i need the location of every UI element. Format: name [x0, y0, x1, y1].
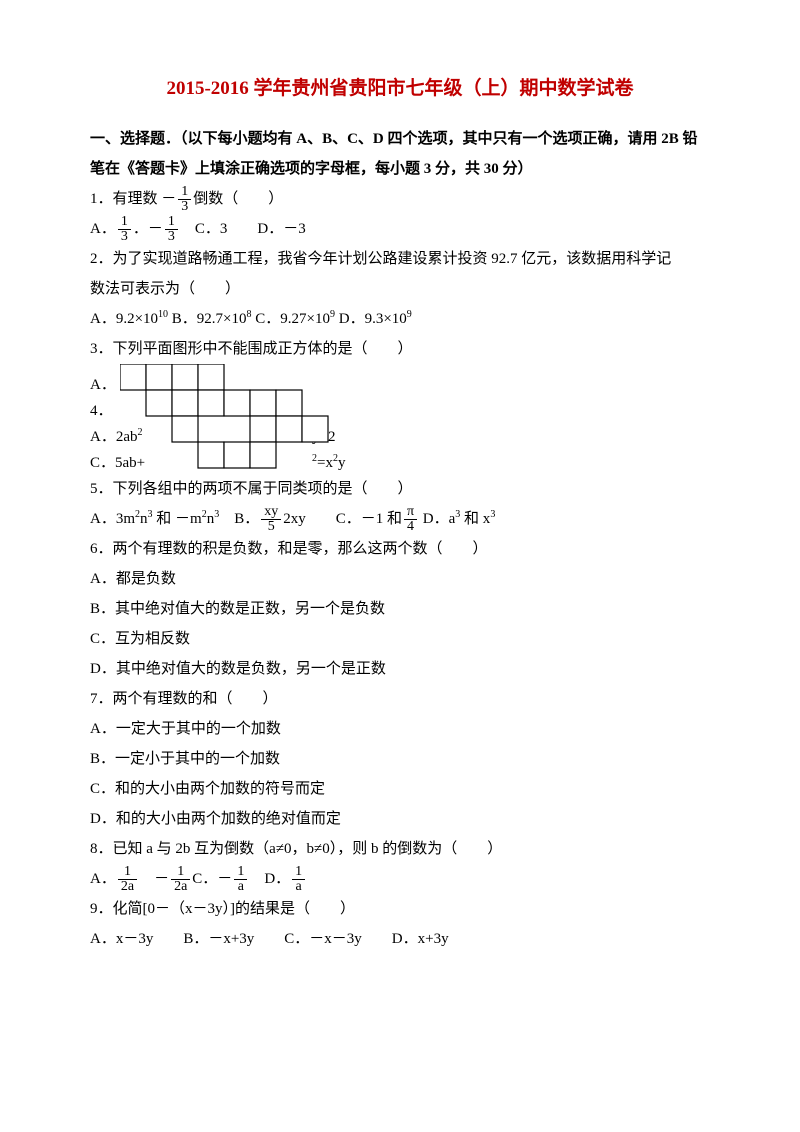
- frac-num: 1: [234, 865, 247, 880]
- txt: n: [140, 511, 148, 527]
- q1-frac-den: 3: [178, 200, 191, 214]
- cube-net-figure: [120, 364, 330, 474]
- q8c-frac: 1a: [234, 865, 247, 894]
- q8d-frac: 1a: [292, 865, 305, 894]
- frac-den: a: [234, 880, 247, 894]
- question-9-options: A．x－3y B．－x+3y C．－x－3y D．x+3y: [90, 924, 710, 954]
- frac-num: 1: [292, 865, 305, 880]
- q1-opt-b-frac: 13: [165, 215, 178, 244]
- txt: 和 －m: [153, 511, 202, 527]
- frac-num: 1: [118, 215, 131, 230]
- question-1: 1．有理数 －13倒数（ ）: [90, 184, 710, 214]
- q8a-pre: A．: [90, 871, 116, 887]
- frac-den: a: [292, 880, 305, 894]
- q5d-pre: D．a: [419, 511, 455, 527]
- question-6: 6．两个有理数的积是负数，和是零，那么这两个数（ ）: [90, 534, 710, 564]
- q8a-frac: 12a: [118, 865, 137, 894]
- q1-opt-b-pre: ．－: [133, 221, 163, 237]
- question-2-line2: 数法可表示为（ ）: [90, 274, 710, 304]
- frac-num: 1: [118, 865, 137, 880]
- q5c-frac: π4: [404, 505, 417, 534]
- question-2-line1: 2．为了实现道路畅通工程，我省今年计划公路建设累计投资 92.7 亿元，该数据用…: [90, 244, 710, 274]
- exam-title: 2015-2016 学年贵州省贵阳市七年级（上）期中数学试卷: [90, 70, 710, 108]
- frac-den: 2a: [171, 880, 190, 894]
- cube-net-region: A． 4． ） A．2ab2 y=2 C．5ab+ 2=x2y: [90, 364, 710, 474]
- q1-opt-cd: C．3 D．－3: [180, 221, 306, 237]
- question-7: 7．两个有理数的和（ ）: [90, 684, 710, 714]
- q7-opt-d: D．和的大小由两个加数的绝对值而定: [90, 804, 710, 834]
- q4d-end: y: [338, 455, 346, 471]
- q5a-pre: A．3m: [90, 511, 135, 527]
- frac-den: 5: [261, 520, 281, 534]
- q8c-pre: C．－: [192, 871, 232, 887]
- sup: 3: [490, 509, 495, 520]
- q7-opt-a: A．一定大于其中的一个加数: [90, 714, 710, 744]
- q6-opt-a: A．都是负数: [90, 564, 710, 594]
- q2-opt-a-sup: 10: [158, 309, 168, 320]
- question-5-options: A．3m2n3 和 －m2n3 B．xy52xy C．－1 和π4 D．a3 和…: [90, 504, 710, 534]
- frac-num: xy: [261, 505, 281, 520]
- frac-den: 3: [165, 230, 178, 244]
- question-5: 5．下列各组中的两项不属于同类项的是（ ）: [90, 474, 710, 504]
- q5b-frac: xy5: [261, 505, 281, 534]
- q7-opt-b: B．一定小于其中的一个加数: [90, 744, 710, 774]
- q4-num: 4．: [90, 403, 113, 419]
- q6-opt-c: C．互为相反数: [90, 624, 710, 654]
- question-8: 8．已知 a 与 2b 互为倒数（a≠0，b≠0），则 b 的倒数为（ ）: [90, 834, 710, 864]
- q2-opt-d-sup: 9: [407, 309, 412, 320]
- q1-text-pre: 1．有理数 －: [90, 191, 176, 207]
- q1-text-post: 倒数（ ）: [193, 191, 283, 207]
- frac-num: 1: [165, 215, 178, 230]
- q6-opt-b: B．其中绝对值大的数是正数，另一个是负数: [90, 594, 710, 624]
- frac-den: 4: [404, 520, 417, 534]
- q1-opt-a-frac: 13: [118, 215, 131, 244]
- q7-opt-c: C．和的大小由两个加数的符号而定: [90, 774, 710, 804]
- q5b-pre: B．: [219, 511, 259, 527]
- question-8-options: A．12a －12aC．－1a D．1a: [90, 864, 710, 894]
- txt: 和 x: [460, 511, 490, 527]
- q8b-pre: －: [139, 871, 169, 887]
- q8d-pre: D．: [249, 871, 290, 887]
- frac-den: 2a: [118, 880, 137, 894]
- question-2-options: A．9.2×1010 B．92.7×108 C．9.27×109 D．9.3×1…: [90, 304, 710, 334]
- q1-opt-a-pre: A．: [90, 221, 116, 237]
- question-9: 9．化简[0－（x－3y）]的结果是（ ）: [90, 894, 710, 924]
- frac-den: 3: [118, 230, 131, 244]
- question-3: 3．下列平面图形中不能围成正方体的是（ ）: [90, 334, 710, 364]
- q2-opt-b: B．92.7×10: [168, 311, 246, 327]
- frac-num: 1: [171, 865, 190, 880]
- frac-num: π: [404, 505, 417, 520]
- q2-opt-a: A．9.2×10: [90, 311, 158, 327]
- q5b-post: 2xy C．－1 和: [283, 511, 402, 527]
- q6-opt-d: D．其中绝对值大的数是负数，另一个是正数: [90, 654, 710, 684]
- q1-fraction: 13: [178, 185, 191, 214]
- q2-opt-d: D．9.3×10: [335, 311, 407, 327]
- q8b-frac: 12a: [171, 865, 190, 894]
- section-1-heading-line2: 笔在《答题卡》上填涂正确选项的字母框，每小题 3 分，共 30 分）: [90, 154, 710, 184]
- section-1-heading-line1: 一、选择题．（以下每小题均有 A、B、C、D 四个选项，其中只有一个选项正确，请…: [90, 124, 710, 154]
- q2-opt-c: C．9.27×10: [252, 311, 330, 327]
- question-1-options: A．13．－13 C．3 D．－3: [90, 214, 710, 244]
- q1-frac-num: 1: [178, 185, 191, 200]
